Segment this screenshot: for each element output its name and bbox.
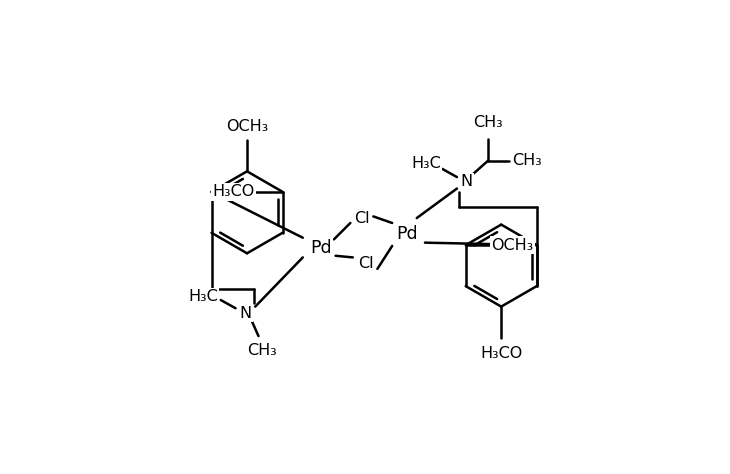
Text: N: N bbox=[461, 174, 473, 190]
Text: Cl: Cl bbox=[354, 210, 369, 226]
Text: Cl: Cl bbox=[358, 256, 374, 272]
Text: CH₃: CH₃ bbox=[247, 343, 277, 358]
Text: OCH₃: OCH₃ bbox=[491, 237, 534, 253]
Text: H₃C: H₃C bbox=[188, 289, 218, 304]
Text: H₃CO: H₃CO bbox=[212, 184, 255, 199]
Text: Pd: Pd bbox=[396, 226, 418, 244]
Text: H₃C: H₃C bbox=[411, 156, 441, 172]
Text: CH₃: CH₃ bbox=[473, 116, 503, 130]
Text: N: N bbox=[239, 306, 251, 321]
Text: OCH₃: OCH₃ bbox=[226, 118, 268, 134]
Text: Pd: Pd bbox=[310, 238, 331, 256]
Text: H₃CO: H₃CO bbox=[480, 346, 523, 361]
Text: CH₃: CH₃ bbox=[512, 153, 542, 168]
